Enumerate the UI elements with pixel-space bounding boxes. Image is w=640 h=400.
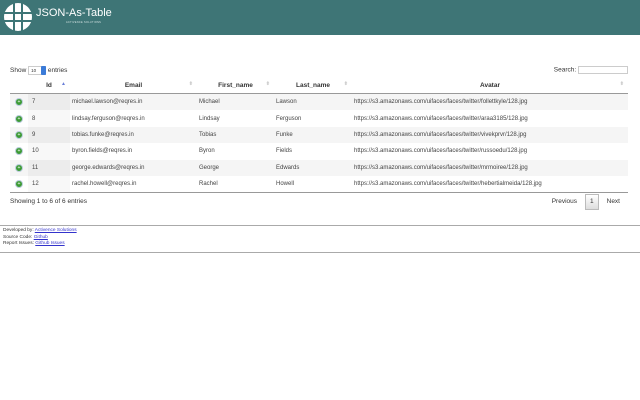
page-length-control: Show 10 entries (10, 66, 67, 75)
column-label: First_name (218, 81, 253, 89)
expand-cell[interactable]: + (10, 126, 28, 144)
column-label: Email (124, 81, 143, 89)
search-label: Search: (553, 66, 577, 74)
previous-button[interactable]: Previous (551, 198, 577, 205)
sort-icon: ⬍ (343, 81, 348, 87)
table-row: +11 george.edwards@reqres.in George Edwards… (10, 159, 628, 176)
app-title: JSON-As-Table (36, 7, 112, 19)
sort-icon: ⬍ (188, 81, 193, 87)
cell-avatar: https://s3.amazonaws.com/uifaces/faces/t… (354, 148, 528, 155)
column-label: Last_name (296, 81, 330, 89)
expand-row-icon[interactable]: + (15, 130, 23, 139)
source-label: Source Code: (3, 234, 33, 240)
divider (0, 225, 640, 226)
entries-label: entries (47, 67, 68, 75)
expand-row-icon[interactable]: + (15, 147, 23, 156)
cell-email: tobias.funke@reqres.in (70, 126, 197, 144)
table-row: +10 byron.fields@reqres.in Byron Fields http… (10, 143, 628, 160)
cell-last-name: Funke (274, 126, 352, 144)
issues-label: Report Issues: (3, 241, 34, 246)
search-control: Search: (554, 66, 628, 74)
show-label: Show (10, 67, 27, 75)
sort-icon: ⬍ (619, 81, 624, 87)
column-header-avatar[interactable]: Avatar ⬍ (352, 77, 628, 94)
app-subtitle: ACTIVENCE SOLUTIONS (66, 21, 102, 24)
sort-asc-icon: ▲ (61, 81, 66, 87)
cell-id: 11 (28, 159, 70, 176)
cell-email: george.edwards@reqres.in (70, 159, 197, 176)
cell-last-name: Edwards (274, 159, 352, 176)
table-row: +9 tobias.funke@reqres.in Tobias Funke https… (10, 126, 628, 144)
dev-label: Developed by: (3, 228, 34, 233)
column-header-id[interactable]: Id ▲ (28, 77, 70, 94)
expand-column-header (10, 77, 28, 94)
cell-id: 12 (28, 175, 70, 194)
cell-last-name: Fields (276, 148, 293, 155)
expand-row-icon[interactable]: + (15, 180, 23, 189)
cell-email: byron.fields@reqres.in (72, 148, 133, 155)
table-info: Showing 1 to 6 of 6 entries (10, 198, 87, 205)
divider (0, 252, 640, 253)
table-row: +7 michael.lawson@reqres.in Michael Lawson h… (10, 93, 628, 111)
cell-email: lindsay.ferguson@reqres.in (72, 115, 145, 122)
cell-id: 8 (28, 110, 70, 127)
expand-cell[interactable]: + (10, 93, 28, 111)
footer: Developed by: Activence Solutions Source… (3, 228, 77, 248)
source-link[interactable]: Github (33, 234, 48, 240)
table-row: +12 rachel.howell@reqres.in Rachel Howell ht… (10, 175, 628, 194)
globe-logo-icon (4, 3, 32, 31)
pagination: Previous 1 Next (544, 194, 628, 210)
app-header: JSON-As-Table ACTIVENCE SOLUTIONS (0, 0, 640, 35)
cell-first-name: Rachel (197, 175, 274, 194)
cell-first-name: Lindsay (199, 115, 220, 122)
cell-last-name: Howell (274, 175, 352, 194)
expand-cell[interactable]: + (10, 175, 28, 194)
cell-last-name: Lawson (274, 93, 352, 111)
column-label: Id (46, 81, 52, 89)
entries-select[interactable]: 10 (28, 66, 47, 75)
column-label: Avatar (480, 81, 500, 89)
issues-link[interactable]: Github Issues (35, 241, 65, 246)
cell-avatar: https://s3.amazonaws.com/uifaces/faces/t… (352, 93, 628, 111)
cell-last-name: Ferguson (276, 115, 302, 122)
expand-row-icon[interactable]: + (15, 163, 23, 172)
developer-link[interactable]: Activence Solutions (34, 228, 77, 233)
cell-id: 7 (28, 93, 70, 111)
column-header-last-name[interactable]: Last_name ⬍ (274, 77, 352, 94)
expand-cell[interactable]: + (10, 143, 28, 159)
page-1-button[interactable]: 1 (585, 194, 599, 210)
column-header-email[interactable]: Email ⬍ (70, 77, 197, 94)
cell-avatar: https://s3.amazonaws.com/uifaces/faces/t… (352, 126, 628, 144)
cell-id: 10 (28, 143, 70, 160)
expand-row-icon[interactable]: + (15, 98, 23, 107)
cell-first-name: Byron (199, 148, 215, 155)
cell-id: 9 (28, 126, 70, 144)
table-row: +8 lindsay.ferguson@reqres.in Lindsay Fergu… (10, 110, 628, 127)
cell-avatar: https://s3.amazonaws.com/uifaces/faces/t… (354, 115, 528, 122)
data-table: Id ▲ Email ⬍ First_name ⬍ Last_name ⬍ Avatar… (10, 77, 628, 194)
next-button[interactable]: Next (606, 198, 620, 205)
cell-email: michael.lawson@reqres.in (70, 93, 197, 111)
cell-first-name: Tobias (197, 126, 274, 144)
search-input[interactable] (578, 66, 628, 74)
cell-email: rachel.howell@reqres.in (70, 175, 197, 194)
cell-first-name: Michael (197, 93, 274, 111)
select-arrow-icon (41, 66, 47, 75)
cell-first-name: George (197, 159, 274, 176)
column-header-first-name[interactable]: First_name ⬍ (197, 77, 274, 94)
expand-cell[interactable]: + (10, 159, 28, 176)
entries-value: 10 (31, 68, 37, 73)
expand-cell[interactable]: + (10, 110, 28, 126)
cell-avatar: https://s3.amazonaws.com/uifaces/faces/t… (352, 175, 628, 194)
expand-row-icon[interactable]: + (15, 114, 23, 123)
sort-icon: ⬍ (265, 81, 270, 87)
cell-avatar: https://s3.amazonaws.com/uifaces/faces/t… (352, 159, 628, 176)
